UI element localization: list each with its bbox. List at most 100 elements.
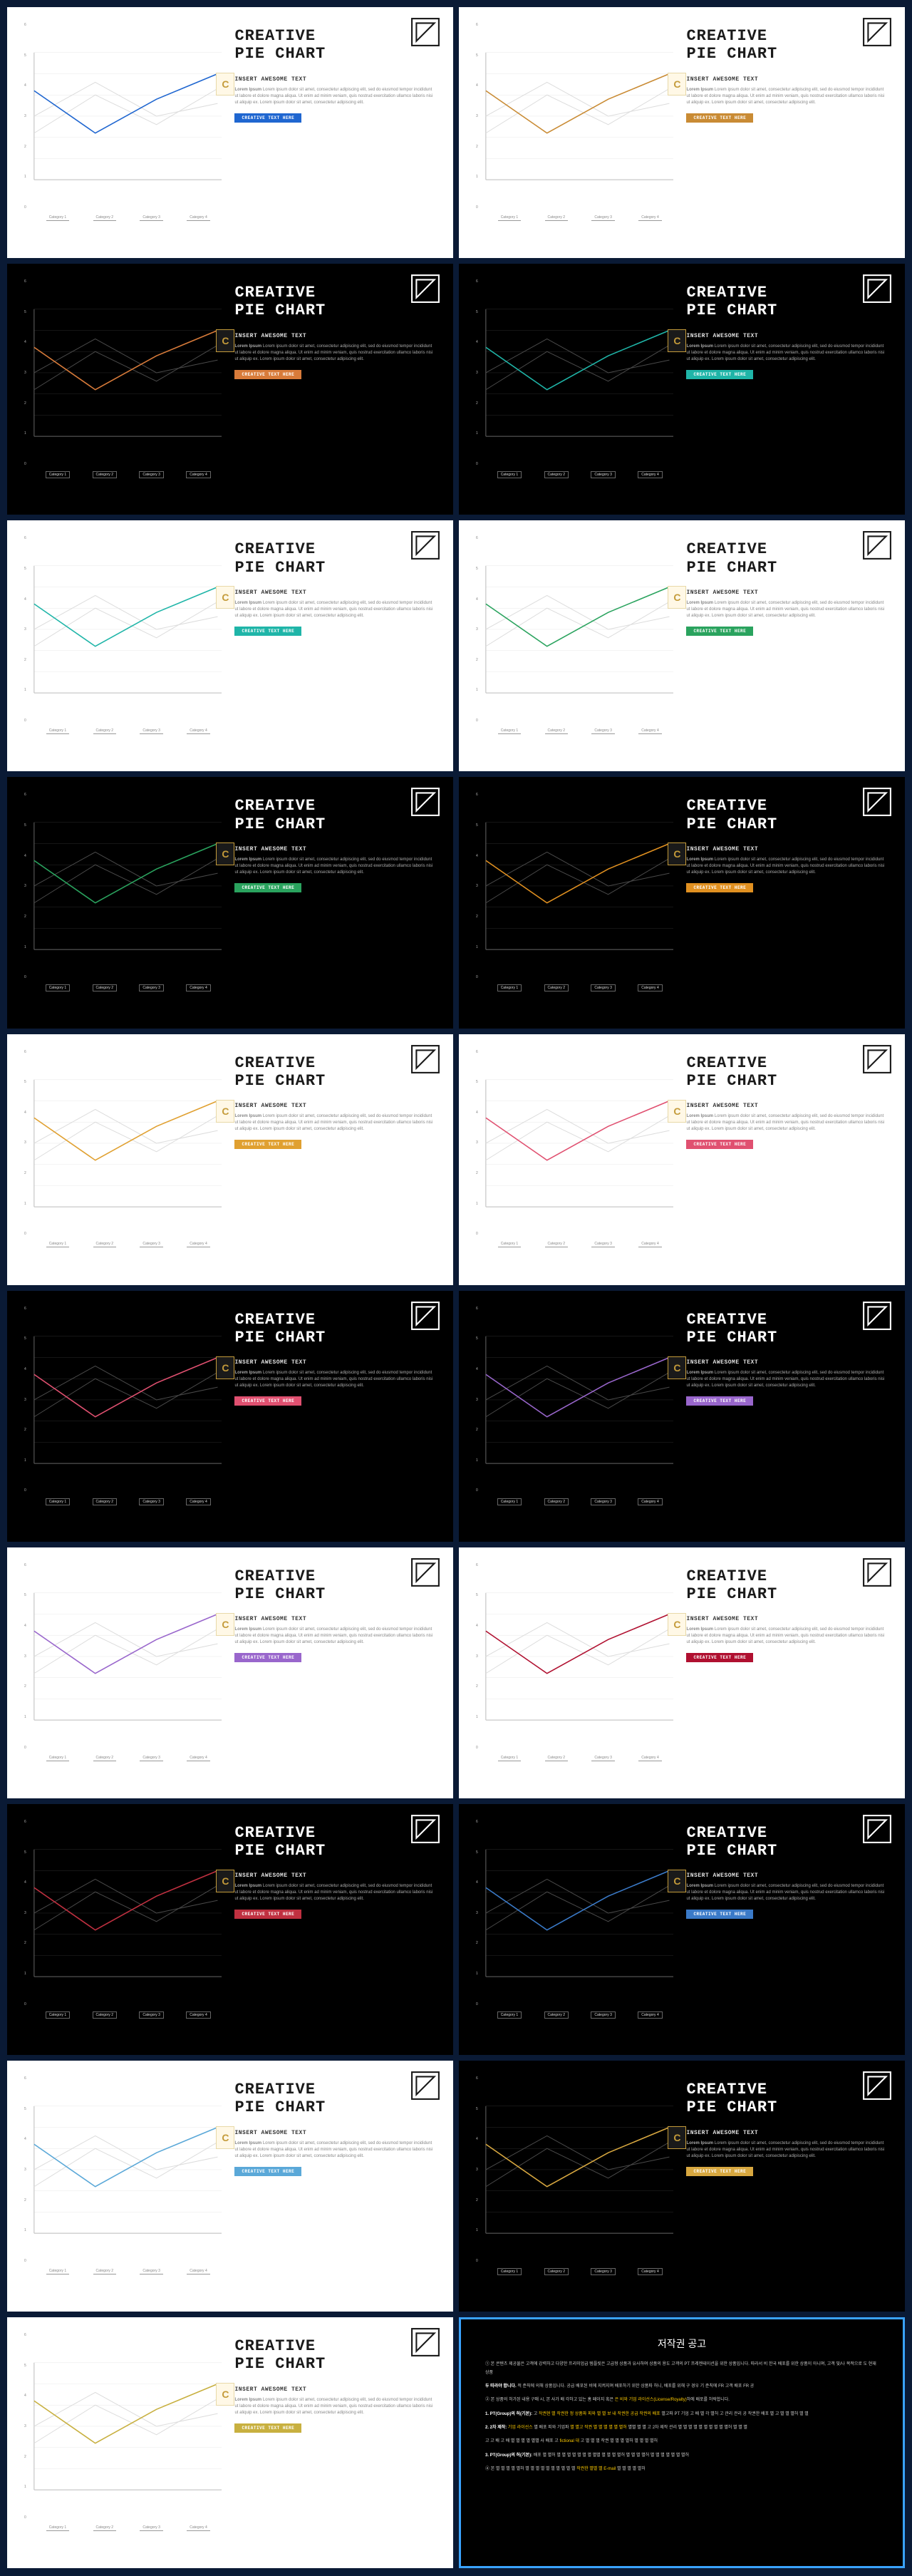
y-tick: 4 xyxy=(24,1111,33,1115)
slide-subtitle: INSERT AWESOME TEXT xyxy=(234,1616,436,1622)
y-tick: 4 xyxy=(24,1624,33,1628)
y-tick: 4 xyxy=(24,2137,33,2141)
cta-button[interactable]: CREATIVE TEXT HERE xyxy=(234,627,301,636)
chart-slide-8: 6543210 Category 1Category 2Category 3Ca… xyxy=(7,1034,453,1285)
slide-body: Lorem Ipsum Lorem ipsum dolor sit amet, … xyxy=(234,2140,436,2160)
y-tick: 1 xyxy=(24,1972,33,1976)
x-axis-label: Category 1 xyxy=(46,984,70,991)
cta-button[interactable]: CREATIVE TEXT HERE xyxy=(686,1910,753,1919)
x-axis-label: Category 1 xyxy=(498,728,521,734)
chart-slide-18: 6543210 Category 1Category 2Category 3Ca… xyxy=(7,2317,453,2568)
y-tick: 0 xyxy=(24,205,33,210)
y-tick: 0 xyxy=(476,1488,484,1493)
text-area: C CREATIVE PIE CHART INSERT AWESOME TEXT… xyxy=(222,2333,436,2552)
x-axis-label: Category 2 xyxy=(545,728,568,734)
y-tick: 5 xyxy=(24,2364,33,2368)
cta-button[interactable]: CREATIVE TEXT HERE xyxy=(686,370,753,379)
cta-button[interactable]: CREATIVE TEXT HERE xyxy=(234,1910,301,1919)
cta-button[interactable]: CREATIVE TEXT HERE xyxy=(234,2423,301,2433)
y-tick: 1 xyxy=(24,945,33,949)
y-axis-labels: 6543210 xyxy=(476,1563,484,1750)
cta-button[interactable]: CREATIVE TEXT HERE xyxy=(686,627,753,636)
x-axis-labels: Category 1Category 2Category 3Category 4 xyxy=(476,1498,673,1505)
y-tick: 4 xyxy=(24,340,33,344)
cta-button[interactable]: CREATIVE TEXT HERE xyxy=(686,1140,753,1149)
slide-body: Lorem Ipsum Lorem ipsum dolor sit amet, … xyxy=(686,1883,888,1902)
chart-slide-7: 6543210 Category 1Category 2Category 3Ca… xyxy=(459,777,905,1028)
text-area: C CREATIVE PIE CHART INSERT AWESOME TEXT… xyxy=(673,1563,888,1783)
cta-button[interactable]: CREATIVE TEXT HERE xyxy=(686,1396,753,1406)
y-tick: 2 xyxy=(24,2198,33,2203)
x-axis-label: Category 2 xyxy=(93,984,117,991)
cta-button[interactable]: CREATIVE TEXT HERE xyxy=(686,883,753,892)
y-tick: 3 xyxy=(24,1911,33,1915)
x-axis-label: Category 4 xyxy=(638,1755,661,1761)
x-axis-label: Category 1 xyxy=(46,471,70,478)
y-tick: 3 xyxy=(24,1654,33,1659)
x-axis-label: Category 4 xyxy=(186,2011,210,2019)
x-axis-label: Category 3 xyxy=(140,2268,162,2274)
x-axis-label: Category 3 xyxy=(591,471,615,478)
line-chart xyxy=(24,2076,222,2263)
y-tick: 3 xyxy=(476,371,484,375)
y-tick: 6 xyxy=(476,536,484,540)
cta-button[interactable]: CREATIVE TEXT HERE xyxy=(234,1396,301,1406)
chart-slide-15: 6543210 Category 1Category 2Category 3Ca… xyxy=(459,1804,905,2055)
y-tick: 2 xyxy=(476,1428,484,1432)
y-tick: 4 xyxy=(24,83,33,88)
logo-badge: C xyxy=(216,2383,234,2406)
y-tick: 4 xyxy=(476,340,484,344)
cta-button[interactable]: CREATIVE TEXT HERE xyxy=(686,2167,753,2176)
cta-button[interactable]: CREATIVE TEXT HERE xyxy=(234,2167,301,2176)
y-tick: 0 xyxy=(476,462,484,466)
line-chart xyxy=(24,1820,222,2006)
x-axis-label: Category 1 xyxy=(497,984,522,991)
line-chart xyxy=(476,536,673,723)
y-tick: 3 xyxy=(476,2168,484,2172)
x-axis-label: Category 2 xyxy=(93,1498,117,1505)
y-axis-labels: 6543210 xyxy=(24,1307,33,1493)
cta-button[interactable]: CREATIVE TEXT HERE xyxy=(234,1140,301,1149)
y-tick: 5 xyxy=(24,1336,33,1341)
x-axis-label: Category 2 xyxy=(544,2011,569,2019)
cta-button[interactable]: CREATIVE TEXT HERE xyxy=(234,883,301,892)
y-tick: 0 xyxy=(476,2259,484,2263)
cta-button[interactable]: CREATIVE TEXT HERE xyxy=(686,113,753,123)
chart-area: 6543210 Category 1Category 2Category 3Ca… xyxy=(24,536,222,756)
y-tick: 6 xyxy=(24,793,33,797)
x-axis-label: Category 4 xyxy=(638,728,661,734)
x-axis-label: Category 1 xyxy=(497,471,522,478)
y-axis-labels: 6543210 xyxy=(476,2076,484,2263)
chart-slide-4: 6543210 Category 1Category 2Category 3Ca… xyxy=(7,520,453,771)
text-area: C CREATIVE PIE CHART INSERT AWESOME TEXT… xyxy=(673,23,888,242)
y-tick: 1 xyxy=(476,175,484,179)
y-tick: 2 xyxy=(24,401,33,406)
slide-body: Lorem Ipsum Lorem ipsum dolor sit amet, … xyxy=(686,1627,888,1646)
copyright-line: ② 본 상품의 허가된 내용 구매 시, 본 사가 배 각하고 있는 홈 페이지… xyxy=(485,2396,879,2404)
y-tick: 5 xyxy=(476,1593,484,1597)
x-axis-labels: Category 1Category 2Category 3Category 4 xyxy=(476,728,673,734)
x-axis-label: Category 4 xyxy=(638,1498,662,1505)
cta-button[interactable]: CREATIVE TEXT HERE xyxy=(686,1653,753,1662)
y-tick: 4 xyxy=(476,2137,484,2141)
x-axis-label: Category 2 xyxy=(544,2268,569,2275)
x-axis-label: Category 1 xyxy=(46,2268,69,2274)
x-axis-labels: Category 1Category 2Category 3Category 4 xyxy=(24,1498,222,1505)
y-tick: 2 xyxy=(24,915,33,919)
slide-title: CREATIVE PIE CHART xyxy=(234,284,436,320)
y-tick: 0 xyxy=(476,718,484,723)
line-chart xyxy=(476,23,673,210)
x-axis-label: Category 1 xyxy=(46,728,69,734)
logo-badge: C xyxy=(216,1356,234,1379)
cta-button[interactable]: CREATIVE TEXT HERE xyxy=(234,1653,301,1662)
y-tick: 1 xyxy=(24,1202,33,1206)
y-tick: 2 xyxy=(476,1171,484,1175)
slide-title: CREATIVE PIE CHART xyxy=(234,540,436,577)
y-tick: 6 xyxy=(24,279,33,284)
text-area: C CREATIVE PIE CHART INSERT AWESOME TEXT… xyxy=(222,279,436,499)
cta-button[interactable]: CREATIVE TEXT HERE xyxy=(234,113,301,123)
text-area: C CREATIVE PIE CHART INSERT AWESOME TEXT… xyxy=(222,1820,436,2039)
cta-button[interactable]: CREATIVE TEXT HERE xyxy=(234,370,301,379)
y-tick: 1 xyxy=(24,431,33,436)
y-tick: 5 xyxy=(24,823,33,828)
